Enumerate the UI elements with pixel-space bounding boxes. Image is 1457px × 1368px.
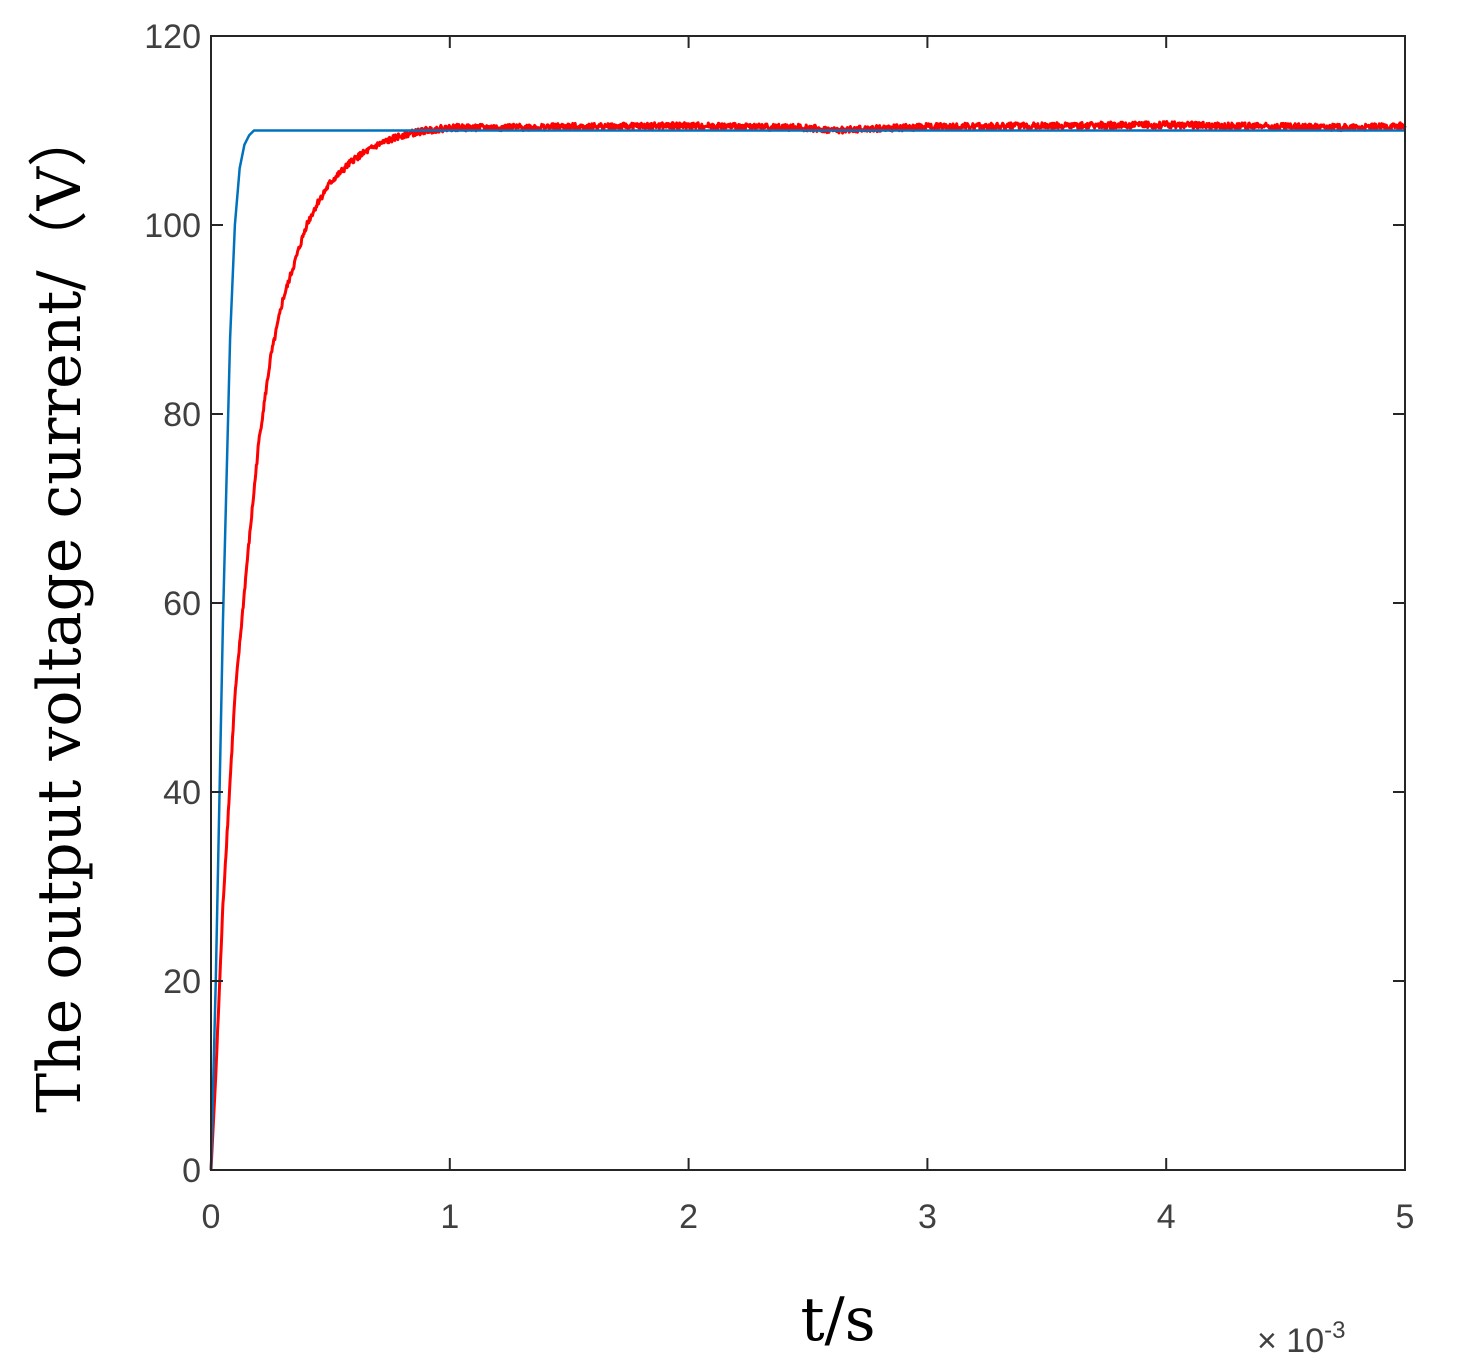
y-axis-title: The output voltage current/（V）	[25, 107, 95, 1113]
x-tick-label: 2	[679, 1198, 698, 1236]
y-tick-label: 20	[163, 963, 201, 1001]
x-tick-label: 3	[918, 1198, 937, 1236]
series-line-1	[209, 129, 1405, 1171]
x-exponent-base: × 10	[1257, 1322, 1324, 1360]
x-tick-label: 0	[202, 1198, 221, 1236]
x-axis-title: t/s	[800, 1285, 875, 1355]
x-exponent-power: -3	[1324, 1317, 1345, 1344]
x-tick-label: 4	[1157, 1198, 1176, 1236]
y-tick-label: 40	[163, 774, 201, 812]
y-tick-label: 60	[163, 585, 201, 623]
x-exponent-label: × 10-3	[1257, 1317, 1345, 1360]
y-tick-label: 120	[144, 18, 201, 56]
series-line-2	[209, 120, 1407, 1171]
y-tick-label: 0	[182, 1152, 201, 1190]
x-tick-label: 5	[1396, 1198, 1415, 1236]
series-layer	[209, 120, 1407, 1171]
y-tick-label: 80	[163, 396, 201, 434]
x-tick-label: 1	[440, 1198, 459, 1236]
axes-layer	[210, 35, 1406, 1171]
axes-box	[210, 35, 1406, 1171]
y-tick-label: 100	[144, 207, 201, 245]
ticks-layer: 0 1 2 3 4 5 0 20 40 60 80 100 120	[144, 18, 1414, 1236]
